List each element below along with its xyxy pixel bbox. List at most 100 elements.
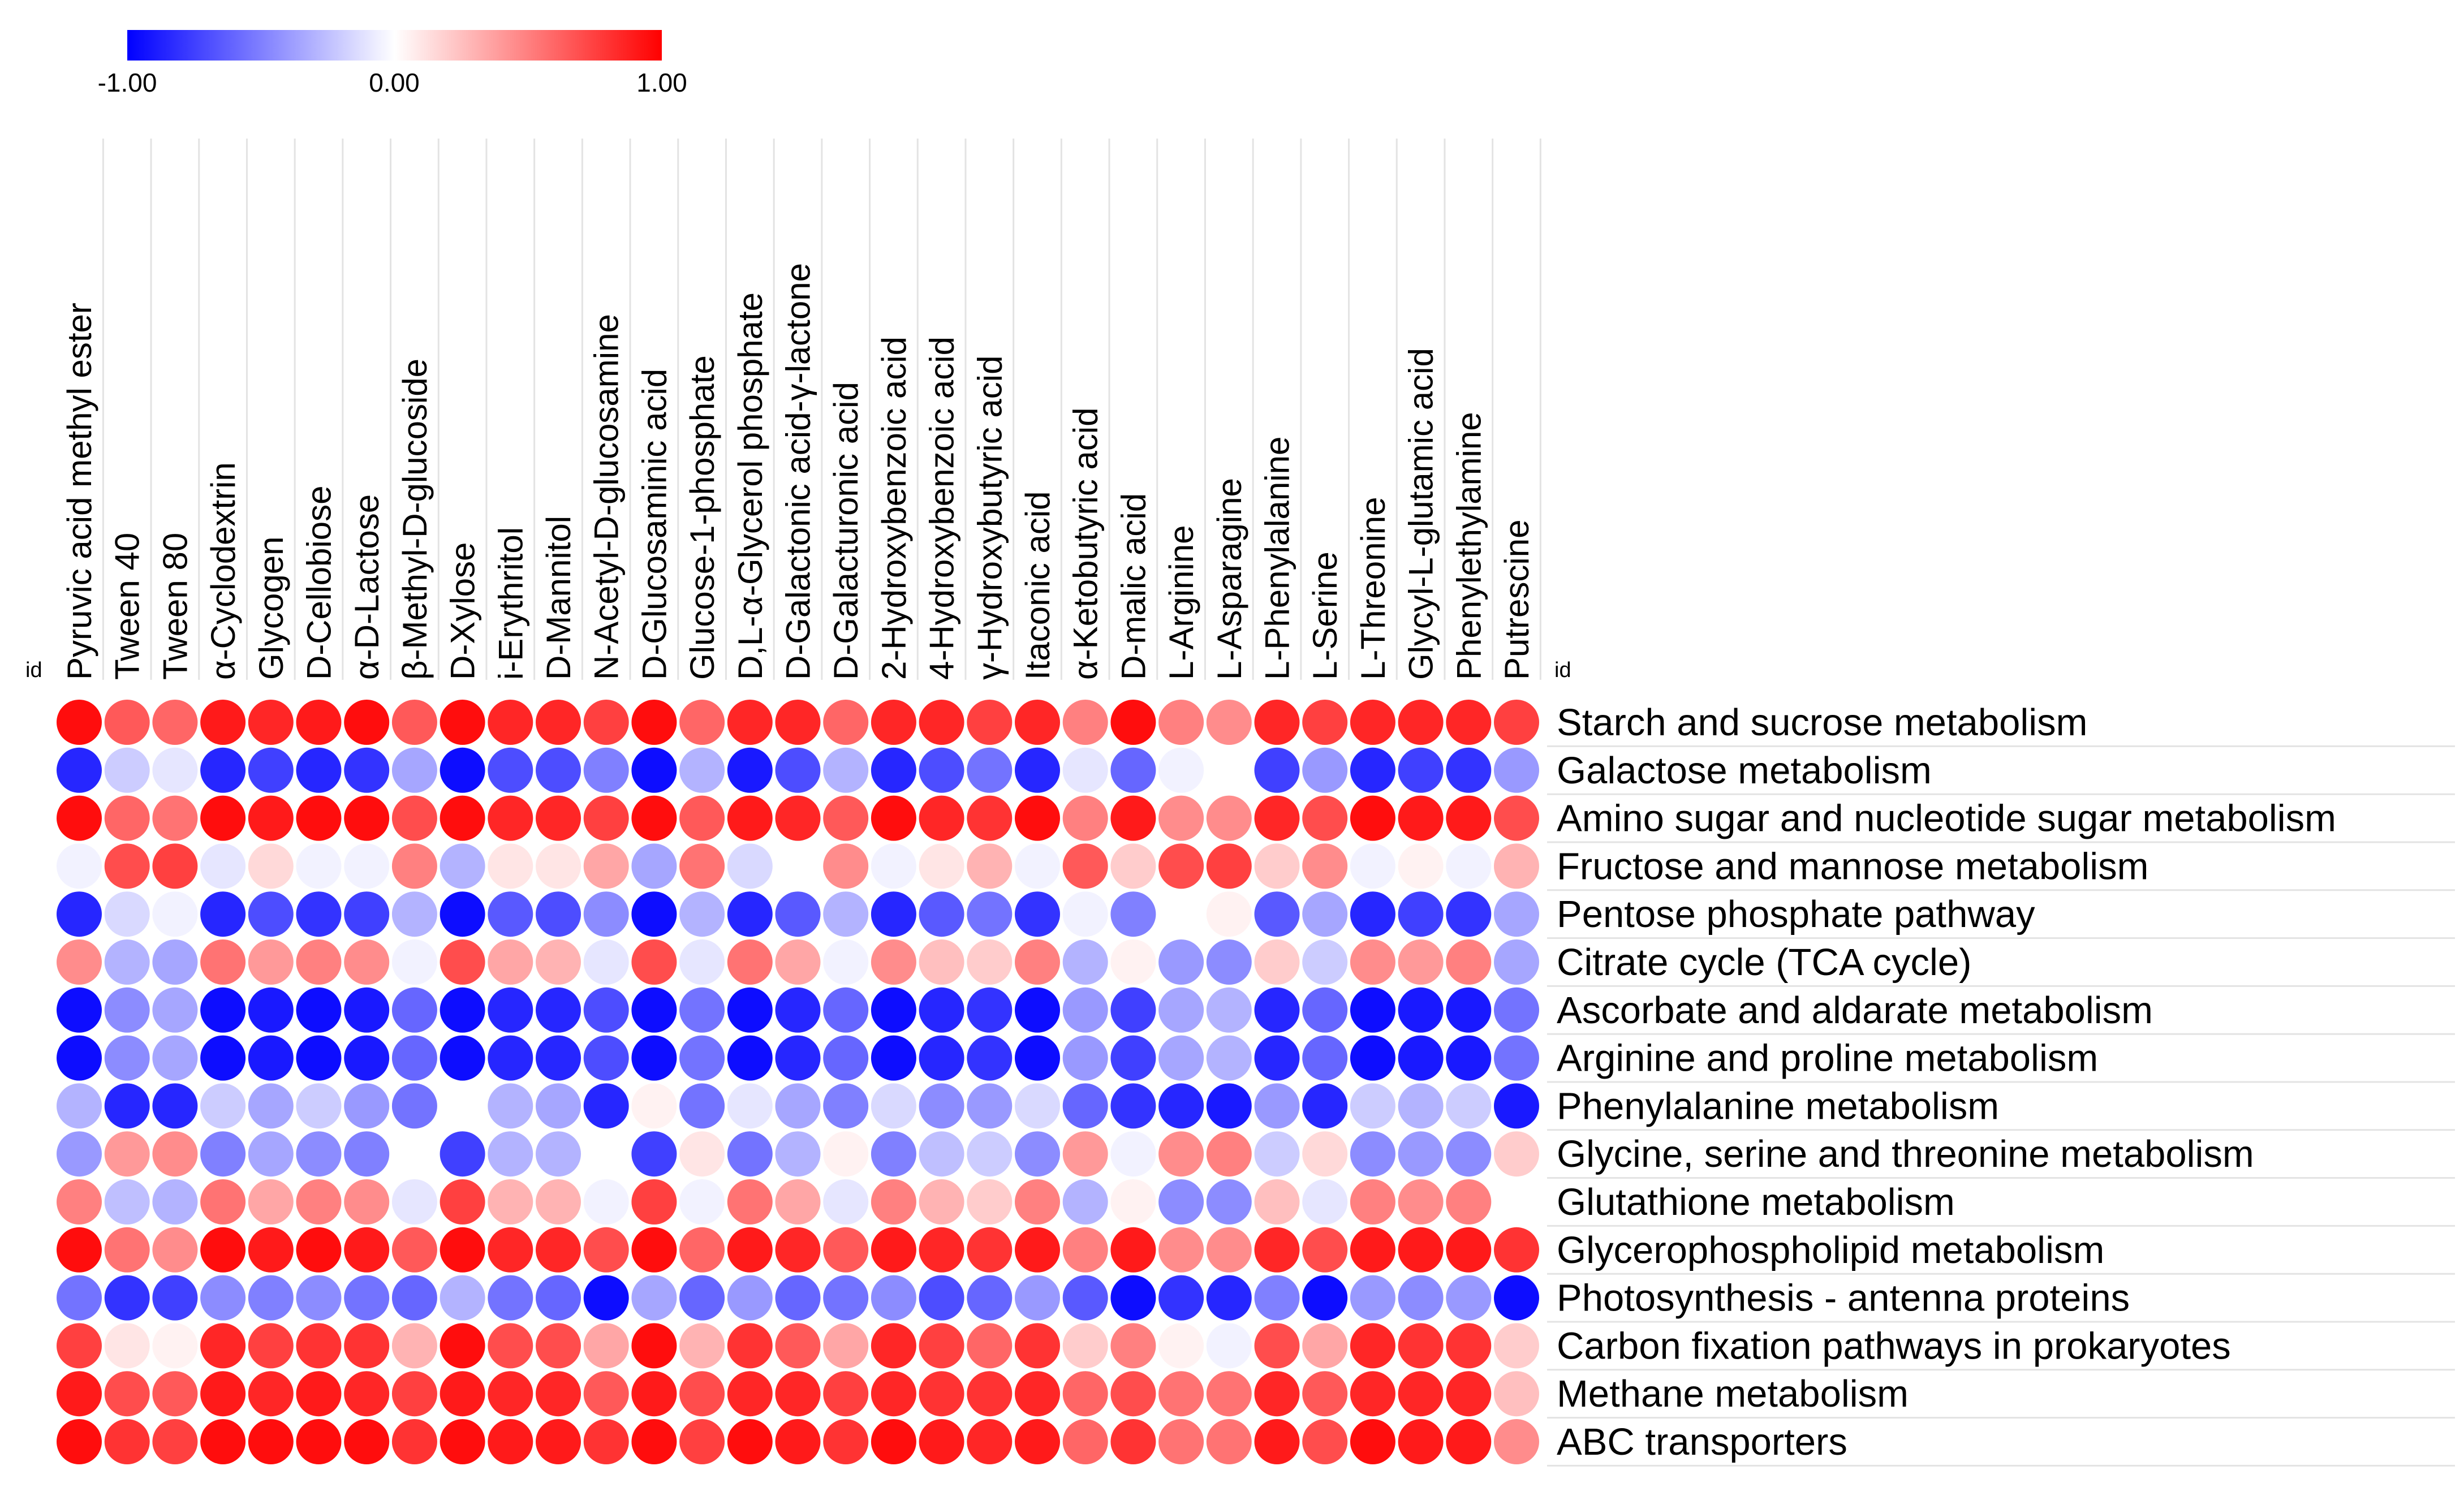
heatmap-cell [1350,795,1395,841]
heatmap-cell [871,939,916,985]
heatmap-cell [919,1131,964,1177]
heatmap-cell [488,1275,533,1321]
heatmap-cell [967,1035,1013,1081]
heatmap-cell [679,1371,725,1417]
heatmap-cell [296,795,342,841]
heatmap-cell [1446,939,1492,985]
heatmap-cell [919,987,964,1033]
heatmap-cell [344,1227,390,1273]
heatmap-cell [344,843,390,889]
heatmap-cell [391,843,437,889]
heatmap-cell [775,987,821,1033]
heatmap-cell [679,1035,725,1081]
heatmap-cell [1350,1035,1395,1081]
heatmap-cell [1015,1179,1060,1225]
heatmap-cell [1494,987,1539,1033]
heatmap-cell [1494,939,1539,985]
heatmap-cell [1158,1083,1204,1129]
heatmap-cell [1110,1227,1156,1273]
heatmap-cell [1398,891,1444,937]
heatmap-cell [57,1227,102,1273]
heatmap-cell [1110,700,1156,745]
heatmap-cell [440,1371,485,1417]
heatmap-cell [823,1419,869,1464]
heatmap-cell [583,795,629,841]
heatmap-cell [57,700,102,745]
heatmap-cell [1350,1419,1395,1464]
heatmap-cell [488,1227,533,1273]
heatmap-cell [1110,1131,1156,1177]
heatmap-cell [631,1371,677,1417]
heatmap-cell [57,1083,102,1129]
heatmap-cell [1015,939,1060,985]
heatmap-cell [391,891,437,937]
heatmap-cell [1254,1419,1300,1464]
heatmap-cell [1446,987,1492,1033]
column-label-glycyl-l-glutamic-acid: Glycyl-L-glutamic acid [1402,348,1440,680]
heatmap-cell [296,939,342,985]
heatmap-cell [1062,1131,1108,1177]
heatmap-cell [1302,939,1348,985]
heatmap-cell [1206,795,1252,841]
row-separators [1547,745,2455,1467]
heatmap-cell [248,1035,294,1081]
heatmap-cell [1446,1083,1492,1129]
heatmap-cell [104,1275,150,1321]
heatmap-cell [871,1419,916,1464]
heatmap-cell [344,1323,390,1369]
heatmap-cell [775,700,821,745]
heatmap-cell [823,1131,869,1177]
heatmap-cell [871,700,916,745]
heatmap-cell [1254,700,1300,745]
heatmap-cell [1062,1371,1108,1417]
heatmap-cell [200,700,246,745]
heatmap-cell [200,1323,246,1369]
heatmap-cell [727,1371,773,1417]
heatmap-cell [1494,700,1539,745]
heatmap-cell [1350,1275,1395,1321]
row-label-glycerophospholipid-metabolism: Glycerophospholipid metabolism [1557,1229,2104,1271]
heatmap-cell [823,1371,869,1417]
heatmap-cell [1158,891,1204,937]
heatmap-cell [583,1131,629,1177]
heatmap-cell [775,1227,821,1273]
heatmap-cell [200,891,246,937]
column-label-itaconic-acid: Itaconic acid [1019,491,1057,680]
heatmap-cell [1446,1131,1492,1177]
heatmap-cell [248,1275,294,1321]
column-label-d-mannitol: D-Mannitol [540,516,578,680]
heatmap-cell [391,700,437,745]
heatmap-cell [200,747,246,793]
heatmap-cell [1446,1419,1492,1464]
heatmap-cell [1110,1323,1156,1369]
heatmap-cell [248,939,294,985]
heatmap-cell [344,1083,390,1129]
heatmap-cell [1446,795,1492,841]
heatmap-cell [1015,1083,1060,1129]
heatmap-cell [871,1275,916,1321]
heatmap-cell [631,1227,677,1273]
heatmap-cell [1350,1083,1395,1129]
heatmap-cell [296,1131,342,1177]
heatmap-cell [823,1323,869,1369]
heatmap-cell [1398,795,1444,841]
heatmap-cell [775,939,821,985]
heatmap-cell [1110,1083,1156,1129]
heatmap-cell [967,843,1013,889]
heatmap-cell [823,747,869,793]
heatmap-cell [919,891,964,937]
heatmap-cell [1350,891,1395,937]
heatmap-cell [104,747,150,793]
heatmap-cell [152,1227,198,1273]
heatmap-cell [1302,700,1348,745]
heatmap-cell [1350,1131,1395,1177]
heatmap-cell [967,1419,1013,1464]
heatmap-cell [583,1227,629,1273]
heatmap-cell [727,700,773,745]
heatmap-cell [871,1323,916,1369]
heatmap-cell [583,843,629,889]
row-label-carbon-fixation-pathways-in-prokaryotes: Carbon fixation pathways in prokaryotes [1557,1325,2231,1367]
heatmap-cell [488,1371,533,1417]
heatmap-cell [488,1083,533,1129]
column-labels: Pyruvic acid methyl ester Tween 40 Tween 8… [61,263,1536,680]
